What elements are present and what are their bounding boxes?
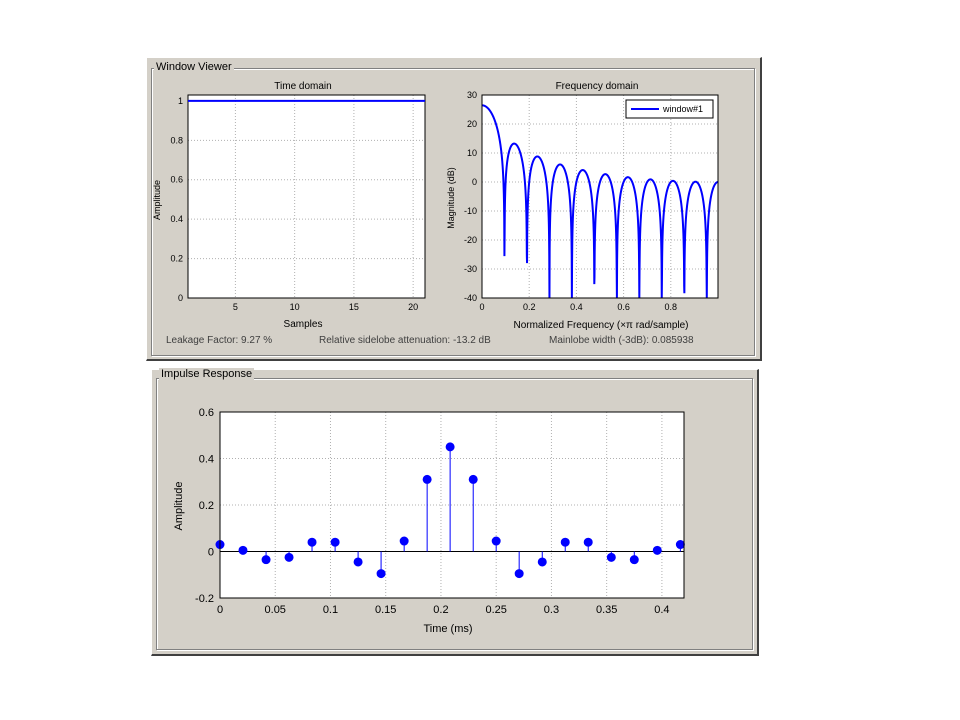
time-domain-ytick-label: 1: [178, 96, 183, 106]
freq-domain-xtick-label: 0.6: [617, 302, 630, 312]
impulse-marker: [629, 555, 639, 565]
impulse-response-plot: -0.200.20.40.60 0.05 0.1 0.15 0.2 0.25 0.3 0.35…: [173, 407, 685, 635]
impulse-xtick-label: 0.25: [485, 604, 506, 616]
time-domain-ytick-label: 0: [178, 293, 183, 303]
freq-domain-ytick-label: -20: [464, 235, 477, 245]
time-domain-xtick-label: 10: [290, 302, 300, 312]
impulse-marker: [238, 545, 248, 555]
impulse-marker: [560, 537, 570, 547]
impulse-xtick-label: 0.35: [596, 604, 617, 616]
freq-domain-title: Frequency domain: [556, 81, 639, 92]
impulse-marker: [422, 474, 432, 484]
window-viewer-plots: Time domain 00.20.40.60.815 10 15 20 Sample…: [152, 81, 719, 331]
freq-domain-series-line: [482, 104, 718, 298]
impulse-xtick-label: 0.3: [544, 604, 559, 616]
window-viewer-title: Window Viewer: [154, 61, 234, 73]
time-domain-ytick-label: 0.4: [170, 214, 183, 224]
time-domain-axes[interactable]: 00.20.40.60.815 10 15 20: [170, 94, 426, 312]
impulse-frame: [219, 411, 685, 599]
impulse-xtick-label: 0.2: [433, 604, 448, 616]
time-domain-ytick-label: 0.8: [170, 135, 183, 145]
freq-domain-xlabel: Normalized Frequency (×π rad/sample): [513, 320, 688, 331]
freq-domain-ytick-label: -10: [464, 206, 477, 216]
time-domain-xtick-label: 5: [233, 302, 238, 312]
time-domain-xtick-label: 15: [349, 302, 359, 312]
impulse-ytick-label: 0: [208, 547, 214, 559]
legend-box: [625, 99, 714, 119]
time-domain-ylabel: Amplitude: [152, 180, 162, 220]
impulse-marker: [376, 569, 386, 579]
freq-domain-ylabel: Magnitude (dB): [446, 167, 456, 229]
freq-domain-frame: [481, 94, 719, 299]
window-viewer-panel: Window Viewer Time domain 0 0.2 0.4 0.6 0.8 1…: [146, 57, 762, 361]
impulse-response-title: Impulse Response: [159, 368, 255, 380]
impulse-xtick-label: 0.15: [375, 604, 396, 616]
impulse-marker: [284, 552, 294, 562]
impulse-marker: [491, 536, 501, 546]
freq-domain-axes[interactable]: -40 -30 -20 -10 0 10 20 30 0 0.2 0.4 0.6 0.8 window#1: [464, 90, 719, 312]
impulse-marker: [537, 557, 547, 567]
impulse-ylabel: Amplitude: [173, 482, 185, 531]
time-domain-ytick-label: 0.2: [170, 254, 183, 264]
impulse-ytick-label: 0.2: [199, 500, 214, 512]
legend-label: window#1: [662, 104, 703, 114]
freq-domain-xtick-label: 0: [479, 302, 484, 312]
impulse-marker: [652, 545, 662, 555]
time-domain-title: Time domain: [274, 81, 331, 92]
impulse-marker: [583, 537, 593, 547]
leakage-factor-text: Leakage Factor: 9.27 %: [166, 335, 273, 346]
impulse-ytick-label: -0.2: [195, 593, 214, 605]
impulse-response-panel: Impulse Response -0.2 0 0.2 0.4 0.6 0 0.05 0.1 0…: [151, 368, 759, 656]
impulse-marker: [445, 442, 455, 452]
impulse-ytick-label: 0.6: [199, 407, 214, 419]
impulse-marker: [261, 555, 271, 565]
freq-domain-ytick-label: 20: [467, 119, 477, 129]
impulse-response-groupbox: [156, 378, 753, 650]
impulse-marker: [399, 536, 409, 546]
impulse-xtick-label: 0.05: [265, 604, 286, 616]
impulse-response-axes[interactable]: -0.200.20.40.60 0.05 0.1 0.15 0.2 0.25 0.3 0.35…: [195, 407, 685, 616]
freq-domain-xtick-label: 0.2: [523, 302, 536, 312]
time-domain-plot-area: [188, 95, 425, 298]
freq-domain-ytick-label: -40: [464, 293, 477, 303]
time-domain-xlabel: Samples: [284, 319, 323, 330]
impulse-marker: [330, 537, 340, 547]
impulse-marker: [468, 474, 478, 484]
freq-domain-ytick-label: -30: [464, 264, 477, 274]
freq-domain-legend: window#1: [625, 99, 714, 119]
freq-domain-xtick-label: 0.4: [570, 302, 583, 312]
freq-domain-ytick-label: 0: [472, 177, 477, 187]
impulse-xlabel: Time (ms): [423, 623, 472, 635]
impulse-marker: [514, 569, 524, 579]
sidelobe-attenuation-text: Relative sidelobe attenuation: -13.2 dB: [319, 335, 491, 346]
window-viewer-groupbox: [151, 68, 755, 356]
freq-domain-ytick-label: 10: [467, 148, 477, 158]
impulse-xtick-label: 0.4: [654, 604, 669, 616]
impulse-xtick-label: 0.1: [323, 604, 338, 616]
impulse-marker: [675, 540, 685, 550]
time-domain-ytick-label: 0.6: [170, 175, 183, 185]
impulse-marker: [353, 557, 363, 567]
time-domain-frame: [187, 94, 426, 299]
mainlobe-width-text: Mainlobe width (-3dB): 0.085938: [549, 335, 694, 346]
impulse-xtick-label: 0: [217, 604, 223, 616]
freq-domain-xtick-label: 0.8: [665, 302, 678, 312]
freq-domain-ytick-label: 30: [467, 90, 477, 100]
impulse-ytick-label: 0.4: [199, 454, 214, 466]
time-domain-xtick-label: 20: [408, 302, 418, 312]
impulse-marker: [307, 537, 317, 547]
freq-domain-plot-area: [482, 95, 718, 298]
impulse-marker: [606, 552, 616, 562]
